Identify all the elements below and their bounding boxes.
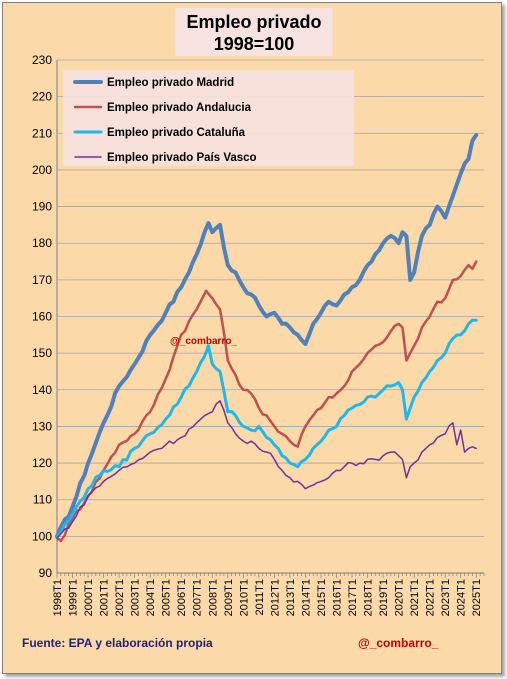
x-tick-label: 2007T1 [192,579,204,616]
x-tick-label: 1998T1 [52,579,64,616]
legend-label: Empleo privado País Vasco [107,152,257,164]
x-tick-label: 2012T1 [269,579,281,616]
x-tick-label: 2024T1 [456,579,468,616]
legend-box [63,70,354,166]
x-tick-label: 2013T1 [285,579,297,616]
x-tick-label: 2019T1 [378,579,390,616]
y-tick-label: 200 [32,163,52,177]
series-line-4 [56,400,477,539]
series-line-3 [55,318,478,539]
x-tick-label: 2008T1 [207,579,219,616]
y-tick-label: 110 [33,493,52,507]
x-tick-label: 2022T1 [425,579,437,616]
y-tick-label: 190 [32,200,52,214]
chart-title-box: Empleo privado 1998=100 [175,8,333,56]
x-tick-label: 1999T1 [68,579,80,616]
chart-annotation: @_combarro_ [170,336,237,347]
x-tick-label: 2021T1 [409,579,421,616]
legend-label: Empleo privado Madrid [107,77,234,89]
source-note: Fuente: EPA y elaboración propia [22,636,213,650]
x-tick-label: 2020T1 [394,579,406,616]
x-tick-label: 2005T1 [161,579,173,616]
x-tick-label: 2001T1 [99,579,111,616]
y-tick-label: 150 [32,346,52,360]
x-tick-label: 2018T1 [363,579,375,616]
chart-subtitle: 1998=100 [213,34,295,54]
y-tick-label: 160 [32,310,52,324]
y-tick-label: 180 [32,236,52,250]
x-tick-label: 2004T1 [145,579,157,616]
x-tick-label: 2025T1 [471,579,483,616]
x-tick-label: 2000T1 [83,579,95,616]
x-tick-label: 2009T1 [223,579,235,616]
y-tick-label: 210 [32,126,52,140]
x-tick-label: 2002T1 [114,579,126,616]
x-tick-label: 2010T1 [238,579,250,616]
y-tick-label: 170 [32,273,52,287]
x-tick-label: 2017T1 [347,579,359,616]
y-tick-label: 130 [32,419,52,433]
x-tick-label: 2016T1 [331,579,343,616]
x-tick-label: 2015T1 [316,579,328,616]
y-tick-label: 120 [32,456,52,470]
series-line-1 [55,133,479,539]
y-tick-label: 140 [32,383,52,397]
y-tick-label: 230 [32,53,52,67]
y-tick-label: 100 [32,529,52,543]
y-tick-label: 90 [39,566,53,580]
x-tick-label: 2023T1 [440,579,452,616]
x-tick-label: 2006T1 [176,579,188,616]
x-tick-label: 2011T1 [254,579,266,616]
x-tick-label: 2003T1 [130,579,142,616]
y-tick-label: 220 [32,90,52,104]
author-handle: @_combarro_ [358,636,439,650]
series-line-2 [55,260,478,543]
chart-title: Empleo privado [186,12,322,32]
legend-label: Empleo privado Cataluña [107,127,246,139]
x-tick-label: 2014T1 [300,579,312,616]
legend-label: Empleo privado Andalucia [107,102,252,114]
